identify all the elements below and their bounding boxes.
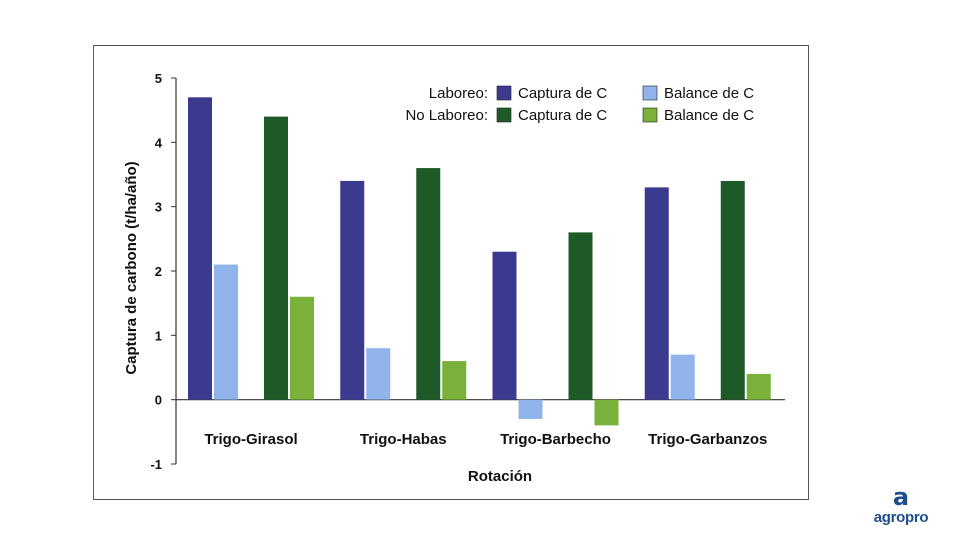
bar-no-laboreo-balance-2 (594, 399, 619, 426)
bar-laboreo-captura-1 (340, 180, 365, 400)
y-tick-label: 5 (155, 71, 162, 86)
x-axis-label: Rotación (468, 468, 532, 485)
y-tick-label: 4 (155, 135, 163, 150)
legend-laboreo-balance: Balance de C (664, 85, 754, 102)
agropro-logo-icon: a (892, 483, 910, 511)
legend-no-laboreo-captura: Captura de C (518, 107, 607, 124)
y-tick-label: 2 (155, 264, 162, 279)
legend-row2-label: No Laboreo: (405, 107, 488, 124)
category-label: Trigo-Habas (360, 431, 447, 448)
bar-laboreo-balance-2 (518, 399, 543, 419)
bar-no-laboreo-captura-0 (264, 116, 288, 400)
chart-frame (93, 45, 809, 500)
bar-laboreo-captura-3 (644, 187, 669, 400)
agropro-logo-text: agropro (873, 509, 929, 526)
legend-no-laboreo-balance: Balance de C (664, 107, 754, 124)
category-label: Trigo-Girasol (204, 431, 297, 448)
legend-swatch-no-laboreo-captura (496, 107, 512, 123)
bar-no-laboreo-captura-2 (568, 232, 593, 400)
legend-swatch-laboreo-balance (642, 85, 658, 101)
bars (188, 97, 771, 426)
legend: Laboreo: Captura de C Balance de C No La… (405, 85, 754, 124)
y-ticks: -1 0 1 2 3 4 5 (150, 71, 176, 472)
legend-swatch-laboreo-captura (496, 85, 512, 101)
y-axis-label: Captura de carbono (t/ha/año) (123, 161, 140, 374)
legend-row1-label: Laboreo: (429, 85, 488, 102)
category-labels: Trigo-Girasol Trigo-Habas Trigo-Barbecho Tr… (204, 431, 767, 448)
category-label: Trigo-Garbanzos (648, 431, 767, 448)
bar-laboreo-balance-1 (366, 348, 391, 400)
bar-no-laboreo-captura-3 (720, 180, 745, 400)
bar-laboreo-balance-0 (214, 264, 238, 400)
bar-no-laboreo-balance-0 (290, 296, 314, 400)
y-tick-label: 0 (155, 393, 162, 408)
agropro-logo: a agropro (866, 485, 936, 533)
legend-laboreo-captura: Captura de C (518, 85, 607, 102)
category-label: Trigo-Barbecho (500, 431, 611, 448)
bar-no-laboreo-balance-1 (442, 361, 467, 400)
bar-no-laboreo-balance-3 (746, 373, 771, 400)
y-tick-label: 3 (155, 200, 162, 215)
bar-laboreo-captura-2 (492, 251, 517, 400)
bar-laboreo-balance-3 (670, 354, 695, 400)
y-tick-label: 1 (155, 328, 162, 343)
legend-swatch-no-laboreo-balance (642, 107, 658, 123)
bar-no-laboreo-captura-1 (416, 168, 441, 400)
bar-laboreo-captura-0 (188, 97, 212, 400)
y-tick-label: -1 (150, 457, 162, 472)
